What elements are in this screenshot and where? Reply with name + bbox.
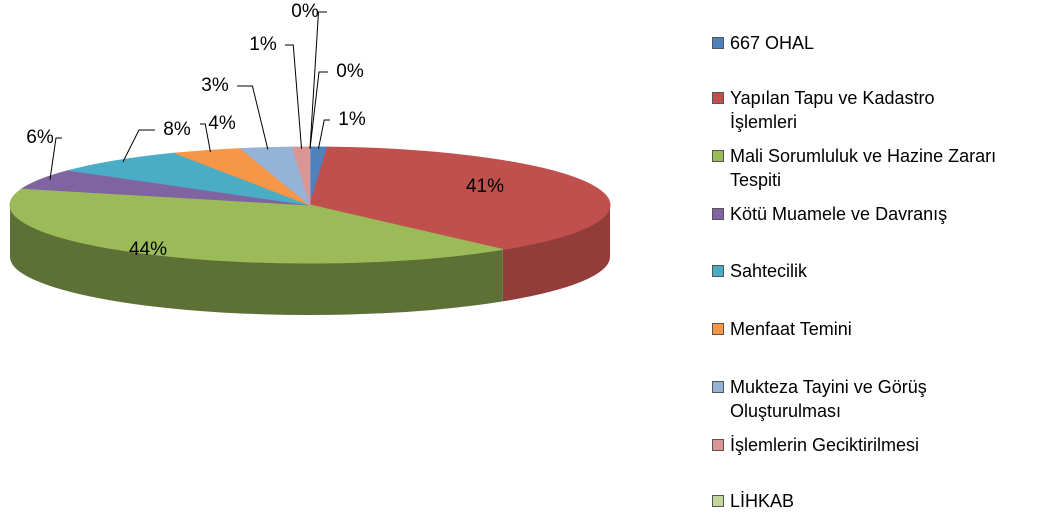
legend-swatch — [712, 37, 724, 49]
leader-line — [317, 119, 330, 149]
data-label: 6% — [26, 127, 54, 148]
leader-line — [237, 85, 269, 150]
legend-item: Menfaat Temini — [712, 317, 1012, 341]
legend-label: Mukteza Tayini ve Görüş Oluşturulması — [730, 377, 927, 421]
legend-label: Mali Sorumluluk ve Hazine Zararı Tespiti — [730, 146, 997, 190]
data-label: 8% — [163, 119, 191, 140]
legend-swatch — [712, 208, 724, 220]
legend-item: Kötü Muamele ve Davranış — [712, 202, 1012, 226]
legend-swatch — [712, 150, 724, 162]
leader-line — [309, 11, 327, 149]
legend-label: LİHKAB — [730, 491, 795, 511]
leader-line — [49, 137, 62, 180]
data-label: 41% — [466, 176, 504, 197]
leader-line — [309, 71, 328, 149]
pie-area: 1% 41% 44% 6% 8% 4% 3% 1% 0% 0% — [9, 1, 611, 315]
legend-swatch — [712, 495, 724, 507]
leader-line — [285, 44, 303, 149]
legend-item: İşlemlerin Geciktirilmesi — [712, 433, 1012, 457]
legend-label: Sahtecilik — [730, 261, 808, 281]
data-label: 1% — [249, 34, 277, 55]
data-label: 0% — [336, 61, 364, 82]
legend-item: Mukteza Tayini ve Görüş Oluşturulması — [712, 375, 1012, 423]
pie-side — [10, 205, 503, 315]
legend-label: Yapılan Tapu ve Kadastro İşlemleri — [730, 88, 935, 132]
data-label: 44% — [129, 239, 167, 260]
legend-label: 667 OHAL — [730, 33, 815, 53]
legend-item: LİHKAB — [712, 489, 1012, 513]
legend-swatch — [712, 323, 724, 335]
leader-line — [122, 129, 155, 163]
legend-item: Yapılan Tapu ve Kadastro İşlemleri — [712, 86, 1012, 134]
data-label: 0% — [291, 1, 319, 22]
data-label: 1% — [338, 109, 366, 130]
legend-label: Menfaat Temini — [730, 319, 852, 339]
pie-slice — [309, 146, 611, 250]
legend-item: Sahtecilik — [712, 259, 1012, 283]
data-label: 4% — [208, 113, 236, 134]
legend-swatch — [712, 439, 724, 451]
legend-swatch — [712, 92, 724, 104]
leader-line — [200, 123, 211, 153]
pie-slice — [69, 152, 311, 206]
legend-label: İşlemlerin Geciktirilmesi — [730, 435, 920, 455]
legend-swatch — [712, 265, 724, 277]
data-label: 3% — [201, 75, 229, 96]
legend-label: Kötü Muamele ve Davranış — [730, 204, 948, 224]
legend-item: Mali Sorumluluk ve Hazine Zararı Tespiti — [712, 144, 1012, 192]
pie-slice — [9, 187, 503, 264]
legend-swatch — [712, 381, 724, 393]
legend-item: 667 OHAL — [712, 31, 1012, 55]
